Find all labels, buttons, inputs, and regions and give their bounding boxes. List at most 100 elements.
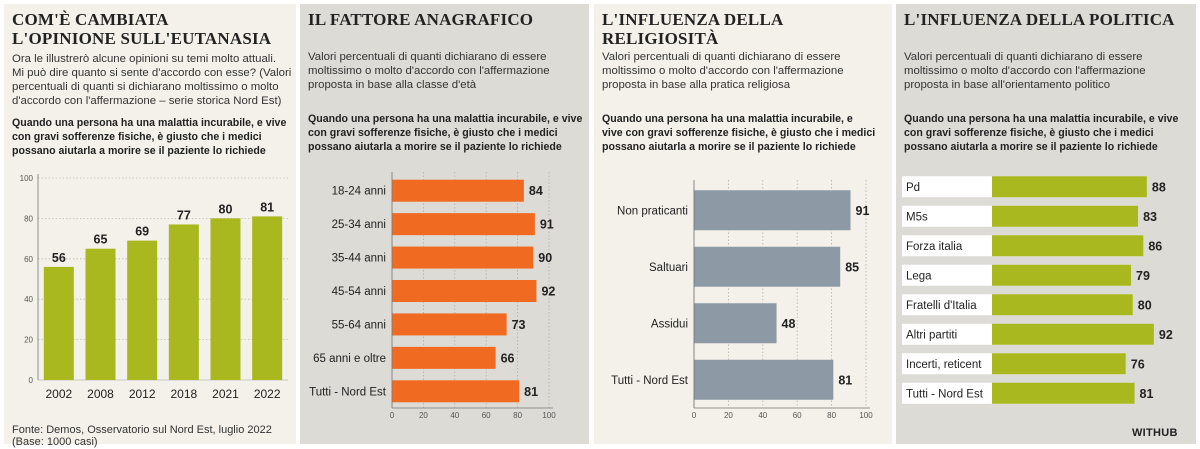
y-tick-label: 80 [24,214,33,223]
bar [392,313,507,336]
category-label: Saltuari [649,262,688,274]
data-label: 92 [541,285,555,299]
bar [992,294,1133,316]
y-tick-label: 100 [20,174,34,183]
category-label: Assidui [651,318,688,330]
x-tick-label: 40 [450,411,459,420]
x-tick-label: 80 [513,411,522,420]
category-label: Incerti, reticent [906,359,982,371]
category-label: Pd [906,182,920,194]
bar [392,213,535,236]
data-label: 91 [540,218,554,232]
bar [85,248,116,380]
category-label: Lega [906,270,932,282]
bar [168,224,199,380]
bar [992,353,1126,375]
x-tick-label: 2018 [170,387,197,401]
category-label: Tutti - Nord Est [309,386,387,398]
category-label: M5s [906,211,928,223]
data-label: 66 [501,351,515,365]
data-label: 73 [512,318,526,332]
x-tick-label: 0 [390,411,395,420]
religiosity-bar-chart: 0 20 40 60 80 100 Non praticanti 91 Saltuari 85 As… [611,180,873,420]
x-tick-label: 60 [482,411,491,420]
brand-logo: WITHUB [1132,427,1178,439]
data-label: 65 [94,233,108,247]
panel-intro: Valori percentuali di quanti dichiarano … [602,51,844,91]
category-label: 55-64 anni [332,319,386,331]
x-tick-label: 40 [758,411,767,420]
bar [992,205,1139,227]
survey-question: Quando una persona ha una malattia incur… [602,113,876,153]
x-tick-label: 80 [827,411,836,420]
category-label: 18-24 anni [332,186,386,198]
panel-politics: L'INFLUENZA DELLA POLITICA Valori percen… [896,4,1196,444]
bar [392,380,520,403]
panel-intro: Ora le illustrerò alcune opinioni su tem… [12,53,292,107]
data-label: 77 [177,208,191,222]
survey-question: Quando una persona ha una malattia incur… [12,117,287,157]
panel-religiosity: L'INFLUENZA DELLA RELIGIOSITÀ Valori per… [594,4,892,444]
bar [210,218,241,380]
x-tick-label: 2002 [45,387,72,401]
category-label: Fratelli d'Italia [906,300,977,312]
bar [392,346,496,369]
bar [992,235,1144,257]
data-label: 81 [260,200,274,214]
panel-title: L'INFLUENZA DELLA POLITICA [904,10,1175,29]
category-label: 25-34 anni [332,219,386,231]
data-label: 83 [1143,210,1157,224]
panel-age: IL FATTORE ANAGRAFICO Valori percentuali… [300,4,589,444]
x-tick-label: 2012 [129,387,156,401]
panel-title: COM'È CAMBIATA L'OPINIONE SULL'EUTANASIA [12,10,272,48]
x-tick-label: 60 [793,411,802,420]
bar [392,179,524,202]
panel-intro: Valori percentuali di quanti dichiarano … [308,51,550,91]
bar [992,264,1132,286]
y-tick-label: 40 [24,295,33,304]
bar [252,216,283,380]
x-tick-label: 20 [724,411,733,420]
x-tick-label: 100 [542,411,556,420]
x-tick-label: 20 [419,411,428,420]
x-tick-label: 100 [859,411,873,420]
category-label: 65 anni e oltre [313,353,386,365]
bar [694,246,841,287]
data-label: 81 [524,385,538,399]
x-tick-label: 2008 [87,387,114,401]
category-label: Altri partiti [906,329,957,341]
data-label: 79 [1136,269,1150,283]
politics-bar-chart: Pd 88 M5s 83 Forza italia 86 Lega 79 Fratelli d'… [902,176,1173,404]
data-label: 92 [1159,328,1173,342]
bar [694,303,777,344]
data-label: 91 [856,204,870,218]
category-label: Tutti - Nord Est [611,375,689,387]
x-tick-label: 2022 [254,387,281,401]
category-label: Forza italia [906,241,963,253]
data-label: 69 [135,225,149,239]
bar [392,246,534,269]
bar [43,266,74,380]
y-tick-label: 0 [29,376,34,385]
x-tick-label: 2021 [212,387,239,401]
data-label: 85 [845,260,859,274]
survey-question: Quando una persona ha una malattia incur… [904,113,1179,153]
bar [392,280,537,302]
x-tick-label: 0 [692,411,697,420]
data-label: 80 [219,202,233,216]
category-label: 45-54 anni [332,286,386,298]
bar [992,382,1135,404]
panel-title: IL FATTORE ANAGRAFICO [308,10,534,29]
bar [127,240,158,380]
bar [694,190,851,231]
source-note: Fonte: Demos, Osservatorio sul Nord Est,… [12,424,272,448]
data-label: 76 [1131,357,1145,371]
y-tick-label: 60 [24,255,33,264]
panel-title: L'INFLUENZA DELLA RELIGIOSITÀ [602,10,783,48]
category-label: Tutti - Nord Est [906,388,984,400]
data-label: 84 [529,184,543,198]
bar [992,176,1147,198]
bar [694,359,834,400]
trend-bar-chart: 0 20 40 60 80 100 56 2002 65 2008 69 2012 77 2018 80 20… [20,174,288,401]
data-label: 56 [52,251,66,265]
